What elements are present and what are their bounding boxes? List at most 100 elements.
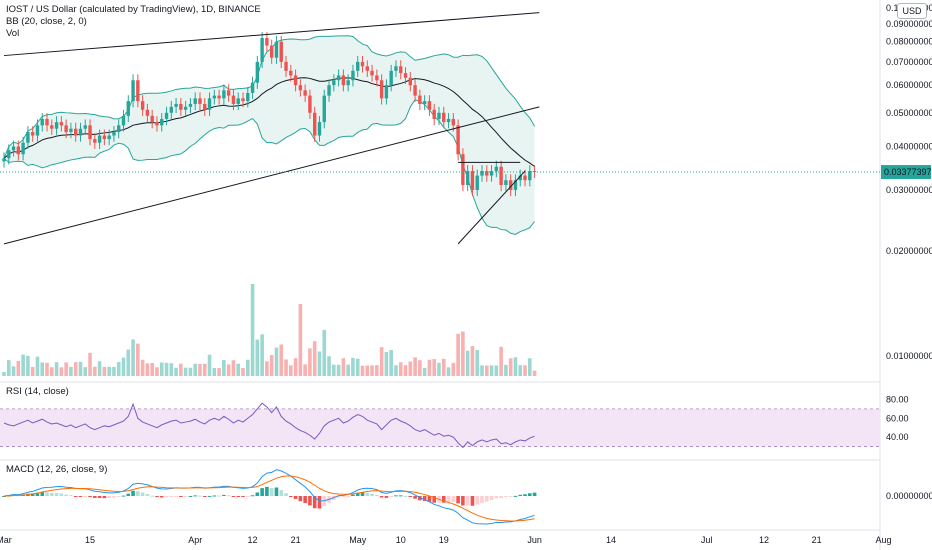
- candle-body: [198, 98, 202, 104]
- candle-body: [461, 154, 465, 186]
- macd-histogram-bar: [78, 496, 83, 497]
- macd-histogram-bar: [102, 496, 107, 499]
- macd-histogram-bar: [384, 496, 389, 498]
- candle-body: [231, 95, 236, 104]
- volume-bar: [169, 363, 174, 376]
- candle-body: [50, 125, 54, 129]
- currency-badge[interactable]: USD: [897, 3, 927, 19]
- candle-body: [489, 171, 494, 176]
- x-tick-label: 12: [248, 535, 258, 545]
- candle-body: [193, 98, 197, 104]
- volume-bar: [212, 368, 217, 376]
- macd-histogram-bar: [279, 490, 284, 496]
- volume-bar: [332, 364, 336, 376]
- candle-body: [341, 75, 346, 86]
- macd-legend: MACD (12, 26, close, 9): [6, 464, 108, 475]
- volume-bar: [260, 334, 264, 376]
- volume-bar: [131, 339, 135, 376]
- price-panel[interactable]: [0, 12, 880, 376]
- macd-histogram-bar: [451, 496, 456, 502]
- volume-bar: [351, 357, 355, 376]
- candle-body: [470, 171, 475, 190]
- candle-body: [499, 166, 503, 186]
- candle-body: [69, 128, 73, 133]
- macd-histogram-bar: [523, 494, 527, 496]
- trendline-triangle-bottom: [457, 170, 526, 245]
- volume-bar: [298, 304, 303, 376]
- vol-legend: Vol: [6, 28, 20, 39]
- macd-histogram-bar: [513, 495, 518, 497]
- candle-body: [456, 125, 460, 155]
- candle-body: [399, 66, 403, 74]
- volume-bar: [88, 352, 92, 376]
- candle-body: [504, 180, 508, 186]
- volume-bar: [269, 355, 274, 376]
- macd-histogram-bar: [484, 496, 489, 502]
- candle-body: [513, 180, 518, 190]
- macd-histogram-bar: [508, 496, 513, 497]
- candle-body: [74, 128, 78, 136]
- volume-bar: [360, 365, 365, 376]
- macd-histogram-bar: [461, 496, 465, 506]
- bb-upper-line: [3, 35, 536, 159]
- volume-bar: [528, 358, 532, 376]
- volume-bar: [6, 360, 11, 376]
- x-tick-label: Aug: [876, 535, 892, 545]
- volume-bar: [93, 366, 97, 376]
- volume-bar: [355, 358, 360, 376]
- volume-bar: [518, 365, 523, 376]
- candle-body: [432, 109, 436, 119]
- candle-body: [26, 132, 30, 143]
- macd-histogram-bar: [59, 493, 64, 496]
- macd-histogram-bar: [298, 496, 303, 502]
- macd-histogram-bar: [202, 496, 207, 497]
- macd-panel[interactable]: [2, 469, 537, 525]
- volume-bar: [394, 365, 398, 376]
- rsi-panel[interactable]: [0, 402, 880, 449]
- macd-zero-tick: 0.00000000: [886, 491, 932, 501]
- candle-body: [446, 118, 451, 123]
- candle-body: [136, 80, 140, 102]
- macd-histogram-bar: [207, 495, 212, 497]
- candle-body: [293, 75, 298, 86]
- candle-body: [188, 103, 193, 107]
- volume-bar: [198, 364, 202, 376]
- macd-histogram-bar: [504, 496, 508, 498]
- macd-histogram-bar: [317, 496, 322, 509]
- candle-body: [2, 158, 6, 162]
- volume-bar: [112, 366, 116, 376]
- candle-body: [518, 175, 522, 181]
- macd-histogram-bar: [50, 492, 54, 496]
- volume-bar: [499, 346, 503, 376]
- volume-bar: [513, 357, 518, 376]
- macd-histogram-bar: [164, 496, 169, 498]
- macd-histogram-bar: [413, 496, 417, 499]
- volume-bar: [50, 367, 54, 376]
- volume-bar: [480, 365, 484, 376]
- macd-histogram-bar: [131, 490, 135, 496]
- candle-body: [284, 61, 288, 71]
- candle-body: [427, 101, 432, 110]
- candle-body: [394, 66, 398, 71]
- macd-histogram-bar: [293, 496, 298, 499]
- candle-body: [442, 112, 446, 123]
- volume-bar: [2, 372, 6, 376]
- volume-bar: [150, 363, 154, 376]
- y-tick-label: 0.04000000: [886, 141, 932, 151]
- macd-histogram-bar: [140, 492, 145, 496]
- candle-body: [112, 132, 116, 136]
- bb-basis-line: [3, 77, 535, 167]
- volume-bar: [284, 359, 288, 376]
- volume-bar: [250, 284, 255, 376]
- candle-body: [21, 142, 25, 155]
- macd-histogram-bar: [408, 496, 413, 498]
- volume-bar: [54, 362, 59, 376]
- volume-bar: [312, 341, 317, 376]
- candle-body: [508, 180, 513, 190]
- volume-bar: [303, 364, 307, 376]
- volume-bar: [451, 362, 456, 376]
- candle-body: [35, 125, 40, 136]
- volume-bar: [222, 360, 226, 376]
- volume-bar: [413, 357, 417, 376]
